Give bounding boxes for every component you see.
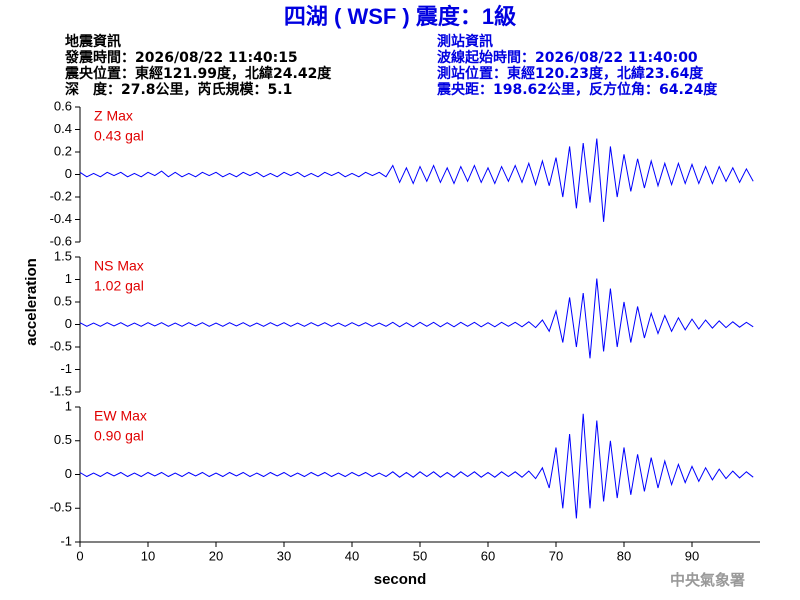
y-tick-label: 0.5	[54, 293, 72, 308]
y-tick-label: -0.6	[50, 233, 72, 248]
waveform	[79, 413, 754, 519]
y-tick-label: -1.5	[50, 383, 72, 398]
y-tick-label: 0.5	[54, 432, 72, 447]
y-tick-label: 1	[65, 398, 72, 413]
trace-name: Z Max	[94, 108, 133, 124]
y-tick-label: 0	[65, 466, 72, 481]
y-tick-label: -1	[60, 533, 72, 548]
info-left: 發震時間：2026/08/22 11:40:15	[64, 49, 298, 66]
x-tick-label: 80	[617, 548, 631, 563]
x-tick-label: 20	[209, 548, 223, 563]
x-tick-label: 70	[549, 548, 563, 563]
y-tick-label: 1.5	[54, 248, 72, 263]
chart-title: 四湖 ( WSF ) 震度：1級	[284, 4, 516, 29]
info-right: 測站位置：東經120.23度，北緯23.64度	[437, 65, 704, 82]
y-tick-label: -0.2	[50, 188, 72, 203]
y-axis-label: acceleration	[23, 258, 40, 346]
y-tick-label: -0.4	[50, 211, 72, 226]
x-tick-label: 90	[685, 548, 699, 563]
x-tick-label: 10	[141, 548, 155, 563]
info-left: 深 度：27.8公里，芮氏規模：5.1	[65, 81, 292, 98]
info-right: 震央距：198.62公里，反方位角：64.24度	[436, 81, 718, 98]
waveform	[79, 278, 754, 359]
y-tick-label: -0.5	[50, 338, 72, 353]
info-right: 波線起始時間：2026/08/22 11:40:00	[437, 49, 698, 66]
waveform	[79, 138, 754, 222]
info-left: 地震資訊	[65, 33, 121, 50]
y-tick-label: 1	[65, 271, 72, 286]
y-tick-label: 0.2	[54, 143, 72, 158]
y-tick-label: -0.5	[50, 500, 72, 515]
info-left: 震央位置：東經121.99度，北緯24.42度	[64, 65, 332, 82]
trace-max: 1.02 gal	[94, 278, 144, 294]
trace-max: 0.90 gal	[94, 428, 144, 444]
info-right: 測站資訊	[437, 33, 493, 50]
x-tick-label: 60	[481, 548, 495, 563]
x-tick-label: 50	[413, 548, 427, 563]
y-tick-label: 0.6	[54, 98, 72, 113]
x-tick-label: 40	[345, 548, 359, 563]
y-tick-label: 0	[65, 166, 72, 181]
footer: 中央氣象署	[670, 571, 745, 589]
x-axis-label: second	[374, 571, 427, 588]
x-tick-label: 0	[76, 548, 83, 563]
x-tick-label: 30	[277, 548, 291, 563]
trace-max: 0.43 gal	[94, 128, 144, 144]
trace-name: EW Max	[94, 408, 147, 424]
y-tick-label: 0	[65, 316, 72, 331]
y-tick-label: 0.4	[54, 121, 72, 136]
trace-name: NS Max	[94, 258, 144, 274]
y-tick-label: -1	[60, 361, 72, 376]
